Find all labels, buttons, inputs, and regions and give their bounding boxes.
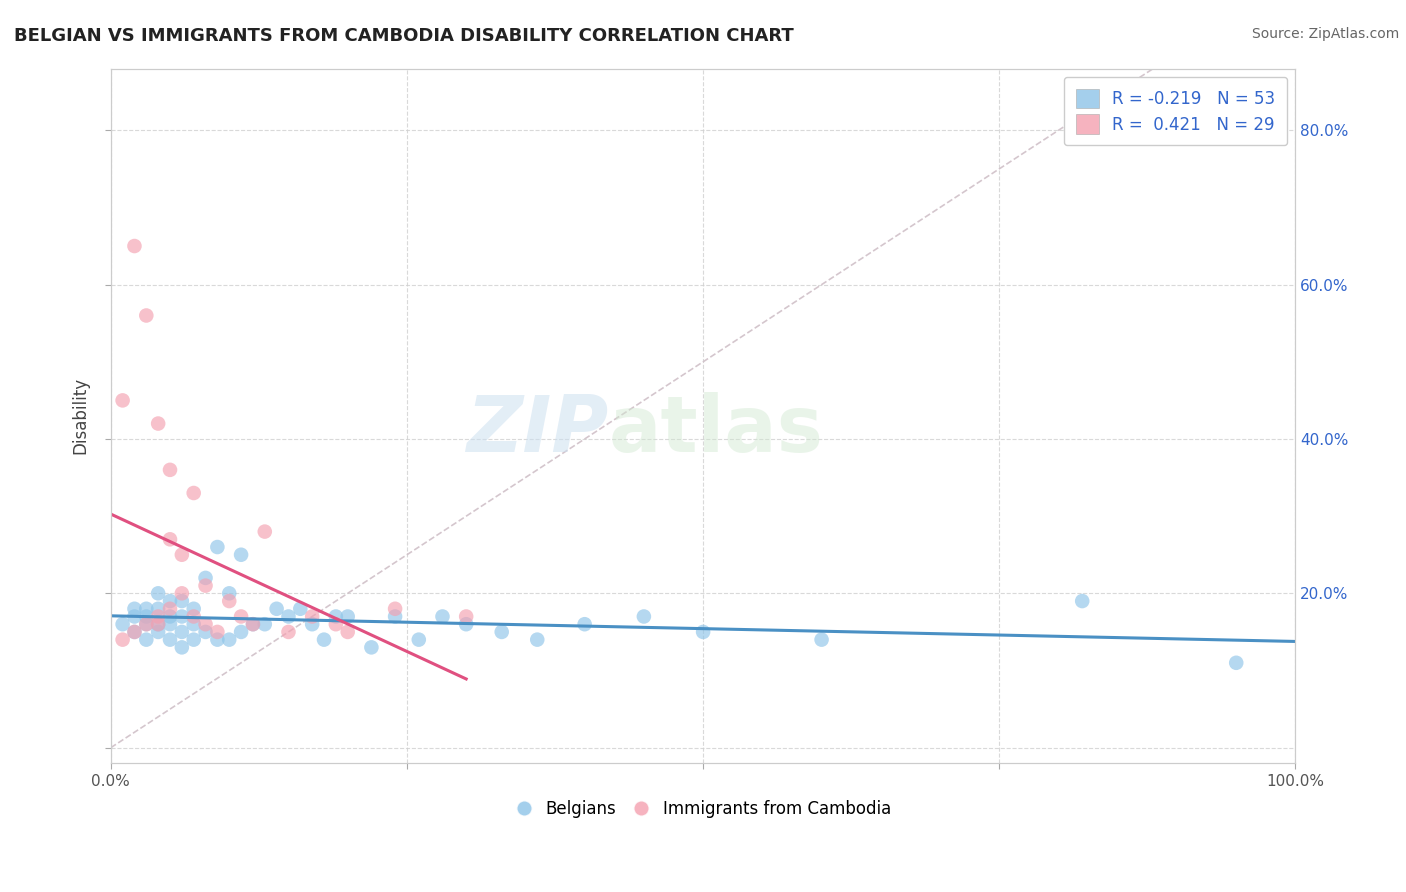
Point: [1225, 656, 1247, 670]
Point: [159, 632, 181, 647]
Point: [301, 617, 323, 632]
Point: [432, 609, 454, 624]
Point: [170, 624, 193, 639]
Point: [124, 609, 146, 624]
Point: [408, 632, 430, 647]
Point: [183, 617, 205, 632]
Point: [242, 617, 264, 632]
Point: [336, 609, 359, 624]
Point: [242, 617, 264, 632]
Point: [290, 601, 312, 615]
Point: [218, 632, 240, 647]
Point: [312, 632, 335, 647]
Point: [146, 609, 169, 624]
Point: [384, 601, 406, 615]
Point: [277, 609, 299, 624]
Point: [218, 586, 240, 600]
Point: [159, 533, 181, 547]
Point: [194, 579, 217, 593]
Point: [170, 640, 193, 655]
Point: [159, 601, 181, 615]
Point: [325, 609, 347, 624]
Point: [253, 617, 276, 632]
Point: [229, 548, 252, 562]
Point: [183, 601, 205, 615]
Point: [146, 601, 169, 615]
Point: [194, 617, 217, 632]
Point: [135, 632, 157, 647]
Point: [135, 601, 157, 615]
Point: [124, 624, 146, 639]
Point: [491, 624, 513, 639]
Point: [170, 586, 193, 600]
Point: [207, 624, 229, 639]
Point: [456, 609, 478, 624]
Point: [124, 624, 146, 639]
Point: [146, 417, 169, 431]
Point: [633, 609, 655, 624]
Text: Source: ZipAtlas.com: Source: ZipAtlas.com: [1251, 27, 1399, 41]
Point: [159, 617, 181, 632]
Point: [1071, 594, 1094, 608]
Point: [159, 609, 181, 624]
Point: [810, 632, 832, 647]
Text: ZIP: ZIP: [465, 392, 609, 467]
Point: [277, 624, 299, 639]
Point: [183, 609, 205, 624]
Text: atlas: atlas: [609, 392, 824, 467]
Point: [135, 617, 157, 632]
Point: [183, 632, 205, 647]
Point: [194, 571, 217, 585]
Point: [301, 609, 323, 624]
Point: [266, 601, 288, 615]
Point: [456, 617, 478, 632]
Point: [574, 617, 596, 632]
Point: [111, 632, 134, 647]
Point: [135, 617, 157, 632]
Point: [229, 609, 252, 624]
Point: [159, 463, 181, 477]
Point: [146, 617, 169, 632]
Point: [207, 632, 229, 647]
Y-axis label: Disability: Disability: [72, 377, 89, 454]
Point: [146, 586, 169, 600]
Point: [146, 624, 169, 639]
Point: [336, 624, 359, 639]
Point: [325, 617, 347, 632]
Point: [135, 609, 157, 624]
Point: [124, 239, 146, 253]
Point: [124, 601, 146, 615]
Text: BELGIAN VS IMMIGRANTS FROM CAMBODIA DISABILITY CORRELATION CHART: BELGIAN VS IMMIGRANTS FROM CAMBODIA DISA…: [14, 27, 794, 45]
Point: [229, 624, 252, 639]
Point: [159, 594, 181, 608]
Point: [526, 632, 548, 647]
Point: [218, 594, 240, 608]
Point: [135, 309, 157, 323]
Point: [170, 548, 193, 562]
Point: [207, 540, 229, 554]
Point: [253, 524, 276, 539]
Point: [111, 393, 134, 408]
Point: [170, 594, 193, 608]
Legend: Belgians, Immigrants from Cambodia: Belgians, Immigrants from Cambodia: [509, 793, 897, 824]
Point: [692, 624, 714, 639]
Point: [170, 609, 193, 624]
Point: [360, 640, 382, 655]
Point: [183, 486, 205, 500]
Point: [384, 609, 406, 624]
Point: [111, 617, 134, 632]
Point: [194, 624, 217, 639]
Point: [146, 617, 169, 632]
